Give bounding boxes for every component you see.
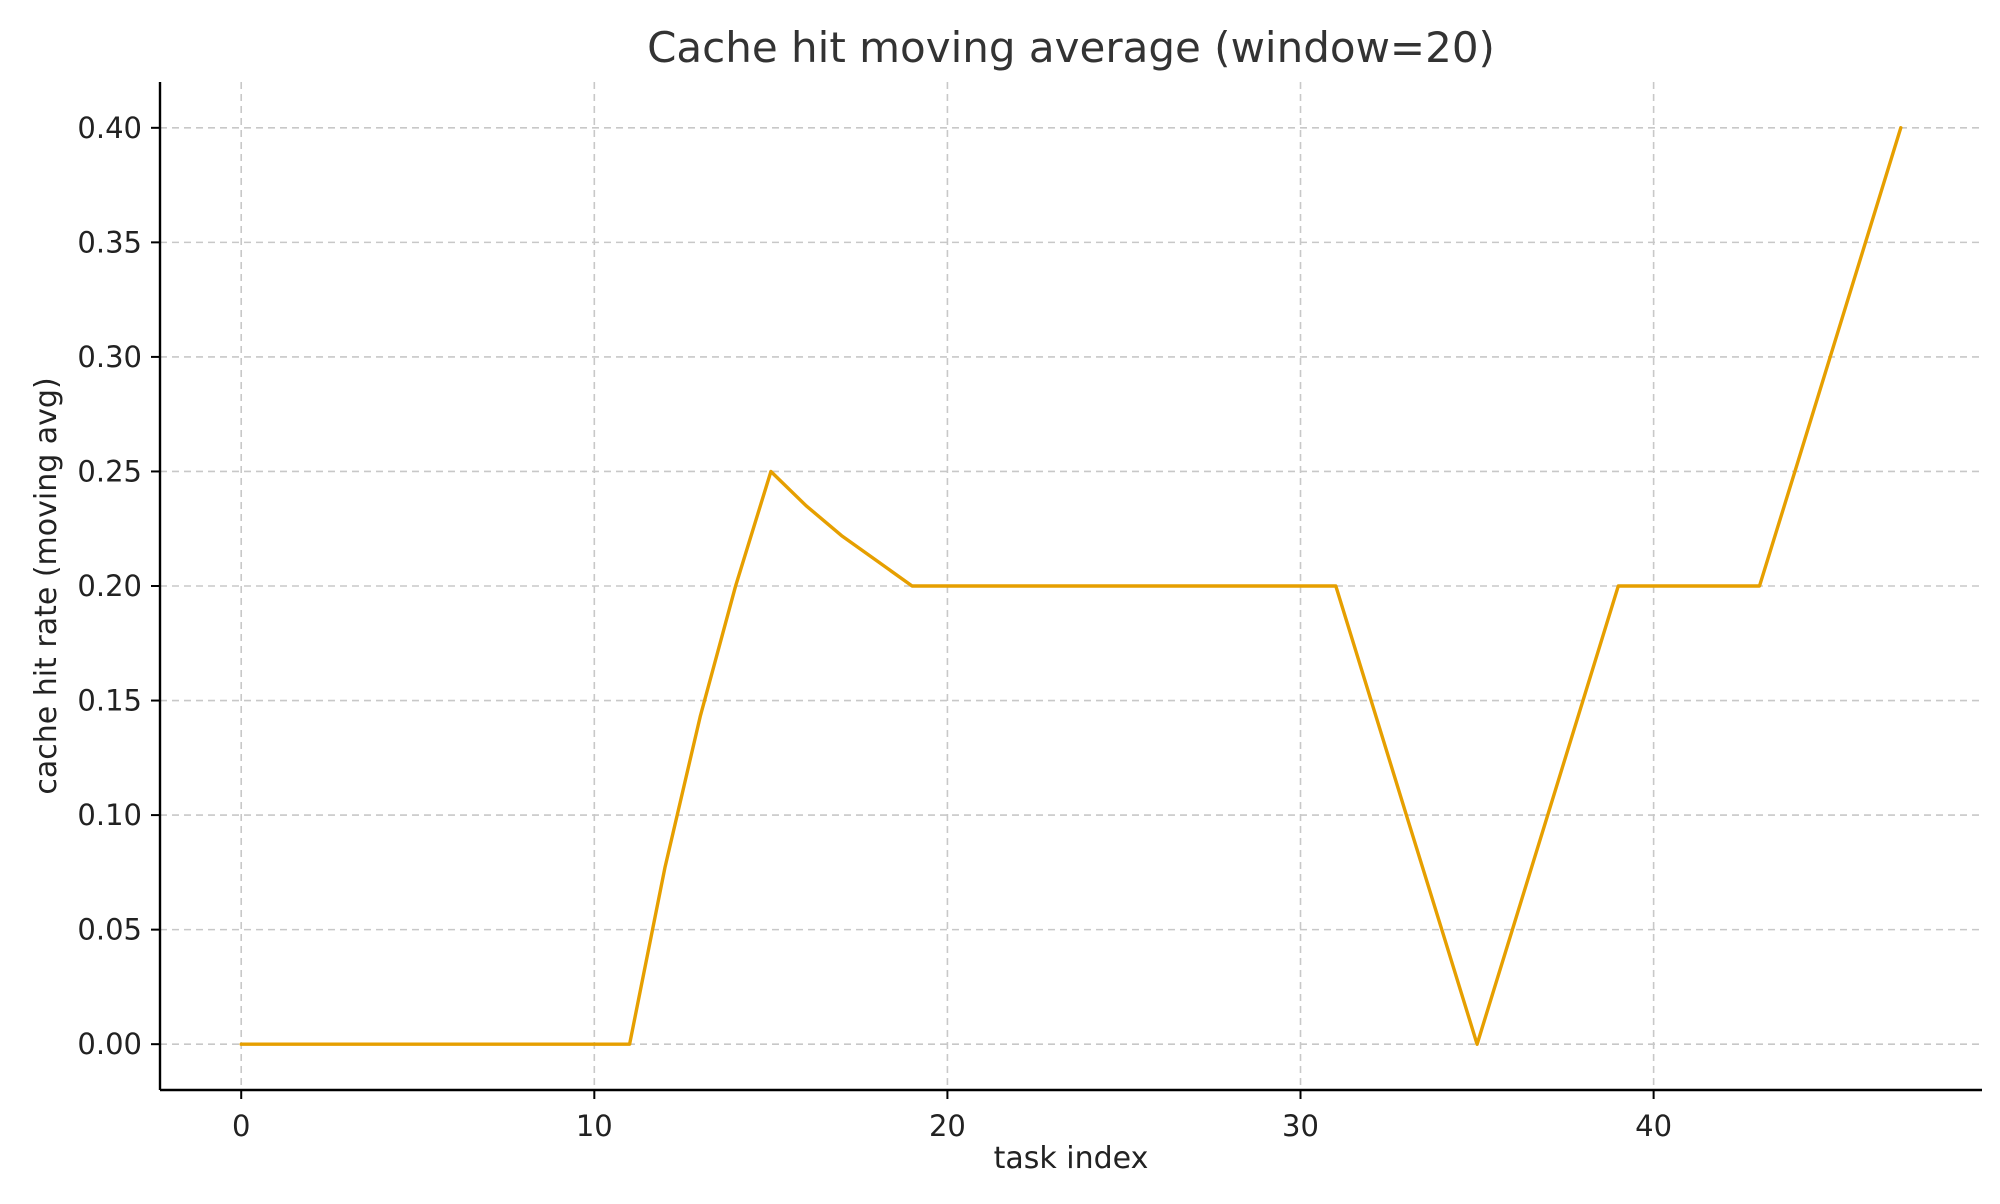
x-tick-label: 40 <box>1635 1109 1672 1143</box>
y-tick-label: 0.25 <box>77 454 142 488</box>
y-tick-label: 0.00 <box>77 1027 142 1061</box>
series-line <box>239 126 1903 1046</box>
chart-title: Cache hit moving average (window=20) <box>647 23 1495 72</box>
x-tick-label: 10 <box>576 1109 613 1143</box>
y-tick-label: 0.15 <box>77 684 142 718</box>
y-tick-label: 0.30 <box>77 340 142 374</box>
x-tick-label: 30 <box>1282 1109 1319 1143</box>
y-tick-label: 0.10 <box>77 798 142 832</box>
x-tick-label: 20 <box>929 1109 966 1143</box>
y-tick-label: 0.35 <box>77 225 142 259</box>
y-tick-label: 0.05 <box>77 913 142 947</box>
series-layer <box>239 126 1903 1046</box>
y-axis-label: cache hit rate (moving avg) <box>29 377 64 794</box>
tick-layer: 0 10 20 30 40 0.00 0.05 0.10 0.15 0.20 0.25 0.30 0.3… <box>77 111 1672 1143</box>
x-tick-label: 0 <box>232 1109 250 1143</box>
y-tick-label: 0.20 <box>77 569 142 603</box>
x-axis-label: task index <box>994 1141 1149 1176</box>
y-tick-label: 0.40 <box>77 111 142 145</box>
